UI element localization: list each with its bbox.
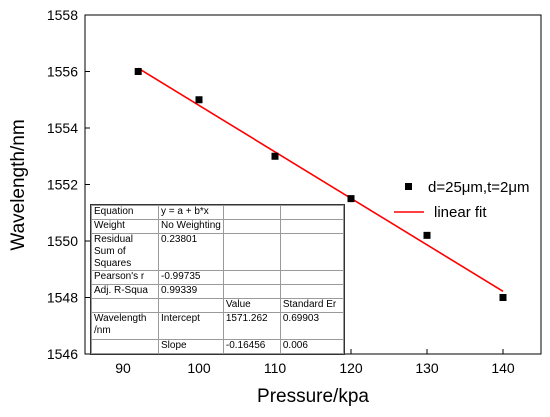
points-layer [134,68,507,301]
x-tick-label: 140 [491,360,515,376]
fit-table-row: Residual Sum of Squares 0.23801 [91,233,344,271]
fit-table-cell [279,270,344,285]
x-tick-label: 100 [187,360,211,376]
fit-table-row: Value Standard Er [91,298,344,313]
fit-table-cell [279,205,344,220]
fit-table-cell: -0.99735 [158,270,224,285]
fit-line-layer [137,67,504,292]
fit-table-cell: -0.16456 [222,339,281,354]
fit-table-cell: Intercept [158,312,224,340]
data-point [423,231,431,239]
legend-marker-square [405,183,412,190]
fit-table-cell [91,298,159,313]
fit-table-cell [222,205,281,220]
fit-table-cell: Pearson's r [91,270,159,285]
y-axis: 1546 1548 1550 1552 1554 1556 1558 [47,7,90,362]
fit-table-cell [222,233,281,271]
fit-table-cell [222,284,281,299]
fit-table-cell: Equation [91,205,159,220]
fit-table-cell [279,284,344,299]
fit-table-cell: No Weighting [158,219,224,234]
fit-table-row: Pearson's r -0.99735 [91,270,344,285]
y-tick-label: 1558 [47,7,78,23]
fit-table-cell: Weight [91,219,159,234]
fit-table-cell: 0.006 [279,339,344,354]
fit-table-cell: 0.99339 [158,284,224,299]
fit-table-cell: Standard Er [279,298,344,313]
fit-table-cell [279,219,344,234]
fit-table-row: Wavelength /nm Intercept 1571.262 0.69903 [91,312,344,340]
fit-table-cell [222,270,281,285]
x-tick-label: 110 [264,360,287,376]
data-point [271,152,279,160]
legend-series-label: d=25μm,t=2μm [428,179,530,196]
fit-table-cell: Residual Sum of Squares [91,233,159,271]
fit-table-cell [222,219,281,234]
fit-table-row: Equation y = a + b*x [91,205,344,220]
fit-results-table: Equation y = a + b*x Weight No Weighting Res… [90,204,345,355]
y-tick-label: 1546 [47,346,78,362]
fit-table-cell: 1571.262 [222,312,281,340]
fit-table-row: Adj. R-Squa 0.99339 [91,284,344,299]
fit-table-cell [158,298,224,313]
x-axis-title: Pressure/kpa [257,386,369,407]
x-tick-label: 130 [415,360,439,376]
y-axis-title: Wavelength/nm [8,119,29,250]
x-tick-label: 120 [339,360,363,376]
fit-table-cell [91,339,159,354]
fit-table-cell: y = a + b*x [158,205,224,220]
data-point [499,294,507,301]
y-tick-label: 1548 [47,290,78,306]
x-tick-label: 90 [115,360,131,376]
y-tick-label: 1556 [47,64,78,80]
fit-table-cell: Slope [158,339,224,354]
y-tick-label: 1552 [47,177,78,193]
y-tick-label: 1550 [47,233,78,249]
data-point [347,195,355,203]
legend: d=25μm,t=2μm linear fit [394,179,530,221]
fit-line [137,67,504,292]
data-point [134,68,142,75]
legend-fit-label: linear fit [434,204,487,221]
data-point [195,96,203,104]
fit-table-row: Slope -0.16456 0.006 [91,339,344,354]
fit-table-cell: Adj. R-Squa [91,284,159,299]
x-axis: 90 100 110 120 130 140 [115,349,515,376]
fit-table-cell: 0.69903 [279,312,344,340]
fit-table-cell: Value [222,298,281,313]
fit-table-cell: Wavelength /nm [91,312,159,340]
y-tick-label: 1554 [47,120,78,136]
fit-table-row: Weight No Weighting [91,219,344,234]
fit-table-cell [279,233,344,271]
fit-table-cell: 0.23801 [158,233,224,271]
